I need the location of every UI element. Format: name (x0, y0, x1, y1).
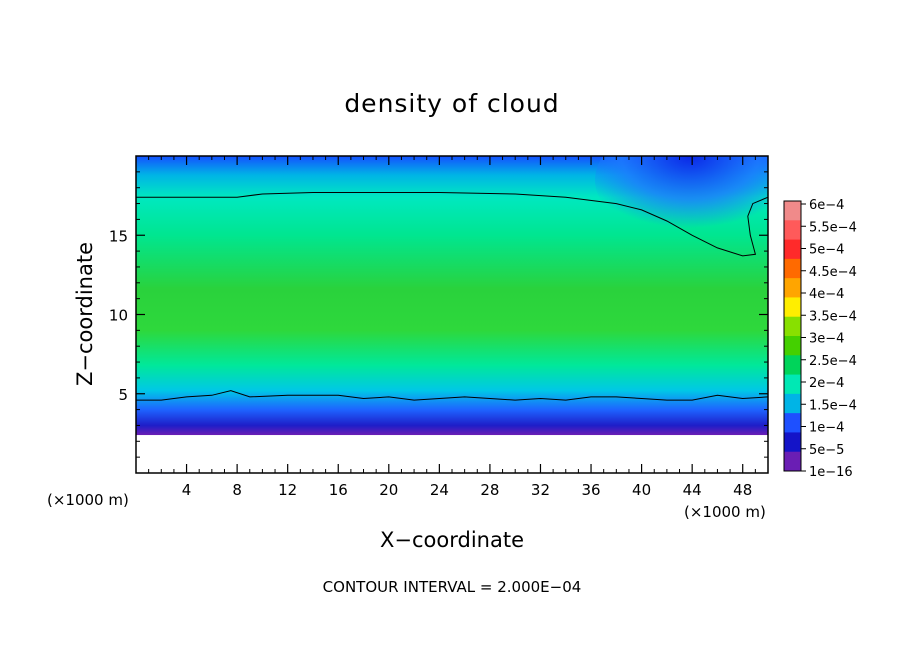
x-tick-label: 4 (182, 481, 192, 499)
colorbar-label: 1.5e−4 (809, 398, 857, 413)
x-tick-label: 36 (581, 481, 600, 499)
y-axis: 5 10 15 (109, 171, 768, 458)
x-unit-right: (×1000 m) (684, 503, 766, 521)
colorbar-label: 1e−4 (809, 421, 844, 436)
colorbar-label: 2e−4 (809, 376, 844, 391)
colorbar-swatch (784, 413, 801, 433)
colorbar-swatch (784, 393, 801, 414)
contour-interval-note: CONTOUR INTERVAL = 2.000E−04 (323, 578, 582, 596)
x-tick-label: 20 (379, 481, 398, 499)
x-tick-label: 8 (232, 481, 242, 499)
colorbar-frame (783, 200, 802, 472)
colorbar-label: 1e−16 (809, 465, 853, 480)
x-tick-label: 40 (632, 481, 651, 499)
x-tick-label: 16 (329, 481, 348, 499)
colorbar-label: 4e−4 (809, 287, 844, 302)
colorbar: 6e−4 5.5e−4 5e−4 4.5e−4 4e−4 3.5e−4 3e−4 2.5e−4… (783, 198, 857, 480)
x-tick-label: 28 (480, 481, 499, 499)
y-tick-label: 5 (118, 386, 128, 404)
colorbar-label: 6e−4 (809, 198, 844, 213)
chart-title: density of cloud (344, 89, 559, 118)
x-tick-label: 24 (430, 481, 449, 499)
colorbar-swatch (784, 432, 801, 453)
colorbar-swatch (784, 451, 801, 472)
x-tick-label: 32 (531, 481, 550, 499)
colorbar-swatch (784, 258, 801, 279)
colorbar-swatch (784, 220, 801, 241)
plot-area (136, 156, 768, 473)
colorbar-label: 4.5e−4 (809, 265, 857, 280)
colorbar-label: 5e−5 (809, 443, 844, 458)
x-unit-left: (×1000 m) (47, 491, 129, 509)
contour-line-lower (136, 390, 768, 401)
colorbar-swatch (784, 374, 801, 395)
x-axis-label: X−coordinate (380, 528, 524, 552)
y-tick-label: 15 (109, 227, 128, 245)
x-tick-label: 12 (278, 481, 297, 499)
x-tick-label: 48 (733, 481, 752, 499)
colorbar-swatch (784, 239, 801, 260)
colorbar-label: 2.5e−4 (809, 354, 857, 369)
colorbar-label: 3.5e−4 (809, 309, 857, 324)
x-tick-label: 44 (683, 481, 702, 499)
colorbar-label: 5e−4 (809, 243, 844, 258)
x-axis: 4 8 12 16 20 24 28 32 36 40 44 48 (148, 156, 756, 499)
y-tick-label: 10 (109, 307, 128, 325)
colorbar-label: 3e−4 (809, 332, 844, 347)
upper-depleted-region (595, 156, 768, 240)
colorbar-label: 5.5e−4 (809, 220, 857, 235)
colorbar-swatch (784, 201, 801, 221)
y-axis-label: Z−coordinate (73, 242, 97, 386)
colorbar-swatch (784, 316, 801, 337)
colorbar-swatch (784, 297, 801, 318)
contour-line-upper (136, 192, 768, 257)
colorbar-swatch (784, 278, 801, 298)
colorbar-swatch (784, 355, 801, 376)
colorbar-swatch (784, 336, 801, 356)
